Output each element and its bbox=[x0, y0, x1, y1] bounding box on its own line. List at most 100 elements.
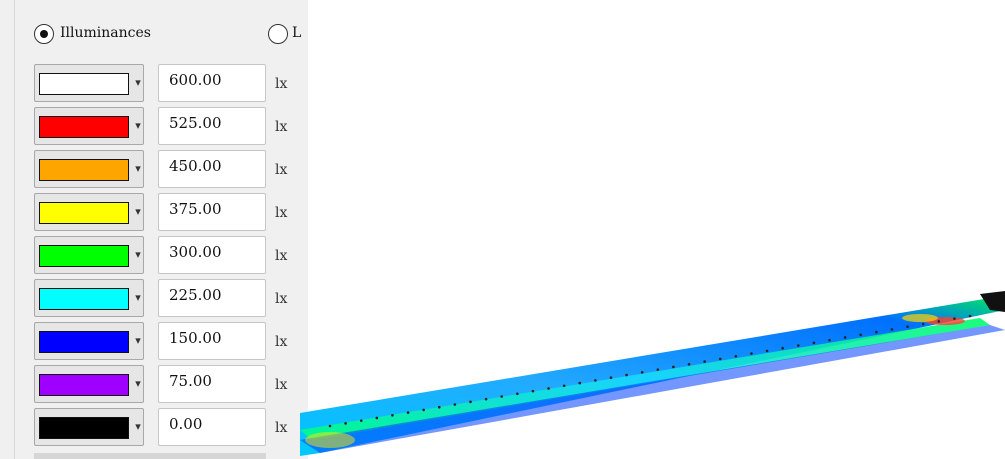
unit-label: lx bbox=[275, 334, 288, 350]
luminaire-dot bbox=[562, 384, 566, 388]
legend-row: ▾ 525.00 lx bbox=[34, 107, 296, 145]
luminaire-dot bbox=[484, 397, 488, 401]
legend-row: ▾ 0.00 lx bbox=[34, 408, 296, 446]
luminaire-dot bbox=[968, 314, 972, 318]
legend-row: ▾ 300.00 lx bbox=[34, 236, 296, 274]
panel-divider bbox=[14, 0, 15, 459]
color-swatch bbox=[39, 245, 129, 267]
illuminances-radio-label: Illuminances bbox=[60, 25, 151, 41]
luminaire-dot bbox=[422, 408, 425, 412]
corridor-left-band bbox=[300, 325, 1005, 453]
dropdown-arrow-icon[interactable]: ▾ bbox=[135, 119, 141, 132]
dropdown-arrow-icon[interactable]: ▾ bbox=[135, 76, 141, 89]
legend-row: ▾ 75.00 lx bbox=[34, 365, 296, 403]
legend-row: ▾ 450.00 lx bbox=[34, 150, 296, 188]
luminaire-dot bbox=[890, 328, 894, 331]
threshold-input[interactable]: 300.00 bbox=[158, 236, 266, 274]
partial-legend-row bbox=[34, 453, 266, 459]
luminaire-dot bbox=[843, 336, 847, 339]
illuminances-radio[interactable] bbox=[34, 24, 54, 44]
luminaire-dot bbox=[656, 368, 660, 371]
luminaire-dot bbox=[359, 419, 363, 422]
luminaire-dot bbox=[453, 403, 457, 406]
unit-label: lx bbox=[275, 420, 288, 436]
color-picker-button[interactable]: ▾ bbox=[34, 64, 144, 102]
threshold-input[interactable]: 75.00 bbox=[158, 365, 266, 403]
color-picker-button[interactable]: ▾ bbox=[34, 107, 144, 145]
unit-label: lx bbox=[275, 291, 288, 307]
corridor-wall-strip bbox=[300, 318, 990, 440]
dropdown-arrow-icon[interactable]: ▾ bbox=[135, 162, 141, 175]
luminaire-dot bbox=[547, 387, 550, 390]
luminaire-dot bbox=[875, 330, 878, 334]
threshold-input[interactable]: 600.00 bbox=[158, 64, 266, 102]
radio-selected-dot bbox=[40, 30, 48, 38]
corridor-end-wall bbox=[980, 291, 1005, 312]
color-picker-button[interactable]: ▾ bbox=[34, 236, 144, 274]
color-swatch bbox=[39, 288, 129, 310]
color-swatch bbox=[39, 159, 129, 181]
3d-illuminance-view[interactable] bbox=[300, 280, 1005, 459]
unit-label: lx bbox=[275, 119, 288, 135]
luminaire-dot bbox=[937, 320, 941, 323]
luminaire-dot bbox=[921, 322, 925, 326]
luminaire-dot bbox=[609, 376, 613, 380]
color-swatch bbox=[39, 331, 129, 353]
color-picker-button[interactable]: ▾ bbox=[34, 193, 144, 231]
luminaire-dot bbox=[718, 357, 722, 361]
legend-panel: Illuminances L ▾ 600.00 lx ▾ 525.00 lx ▾… bbox=[0, 0, 308, 459]
color-swatch bbox=[39, 202, 129, 224]
color-picker-button[interactable]: ▾ bbox=[34, 408, 144, 446]
dropdown-arrow-icon[interactable]: ▾ bbox=[135, 420, 141, 433]
luminaire-dot bbox=[531, 389, 535, 393]
luminaire-dot bbox=[640, 371, 644, 374]
threshold-input[interactable]: 0.00 bbox=[158, 408, 266, 446]
legend-row: ▾ 225.00 lx bbox=[34, 279, 296, 317]
legend-row: ▾ 600.00 lx bbox=[34, 64, 296, 102]
threshold-input[interactable]: 150.00 bbox=[158, 322, 266, 360]
dropdown-arrow-icon[interactable]: ▾ bbox=[135, 334, 141, 347]
dropdown-arrow-icon[interactable]: ▾ bbox=[135, 205, 141, 218]
luminaire-dot bbox=[828, 338, 831, 342]
luminaire-dot bbox=[594, 379, 597, 382]
dropdown-arrow-icon[interactable]: ▾ bbox=[135, 377, 141, 390]
threshold-input[interactable]: 450.00 bbox=[158, 150, 266, 188]
unit-label: lx bbox=[275, 377, 288, 393]
luminaire-dot bbox=[516, 392, 519, 396]
legend-row: ▾ 375.00 lx bbox=[34, 193, 296, 231]
luminaire-dot bbox=[953, 317, 956, 320]
luminaire-dot bbox=[734, 354, 738, 358]
color-swatch bbox=[39, 73, 129, 95]
color-swatch bbox=[39, 116, 129, 138]
luminaire-dot bbox=[859, 333, 863, 337]
luminaire-dot bbox=[781, 346, 784, 350]
unit-label: lx bbox=[275, 205, 288, 221]
dropdown-arrow-icon[interactable]: ▾ bbox=[135, 291, 141, 304]
threshold-input[interactable]: 225.00 bbox=[158, 279, 266, 317]
color-swatch bbox=[39, 374, 129, 396]
threshold-input[interactable]: 375.00 bbox=[158, 193, 266, 231]
luminaire-dot bbox=[906, 325, 909, 329]
dropdown-arrow-icon[interactable]: ▾ bbox=[135, 248, 141, 261]
luminaire-dot bbox=[625, 373, 628, 377]
threshold-input[interactable]: 525.00 bbox=[158, 107, 266, 145]
second-mode-radio-label: L bbox=[292, 25, 302, 41]
luminaire-markers bbox=[328, 314, 972, 428]
color-picker-button[interactable]: ▾ bbox=[34, 279, 144, 317]
luminaire-dot bbox=[375, 416, 379, 420]
luminaire-dot bbox=[500, 395, 504, 398]
luminaire-dot bbox=[578, 381, 582, 385]
color-picker-button[interactable]: ▾ bbox=[34, 150, 144, 188]
warm-spot bbox=[902, 314, 938, 322]
luminaire-dot bbox=[391, 413, 394, 417]
color-picker-button[interactable]: ▾ bbox=[34, 365, 144, 403]
luminaire-dot bbox=[406, 411, 410, 414]
second-mode-radio[interactable] bbox=[268, 24, 288, 44]
luminaire-dot bbox=[750, 352, 753, 355]
legend-row: ▾ 150.00 lx bbox=[34, 322, 296, 360]
luminaire-dot bbox=[437, 405, 441, 409]
luminaire-dot bbox=[469, 400, 472, 404]
color-picker-button[interactable]: ▾ bbox=[34, 322, 144, 360]
luminaire-dot bbox=[796, 344, 800, 347]
corridor-render bbox=[300, 291, 1005, 456]
